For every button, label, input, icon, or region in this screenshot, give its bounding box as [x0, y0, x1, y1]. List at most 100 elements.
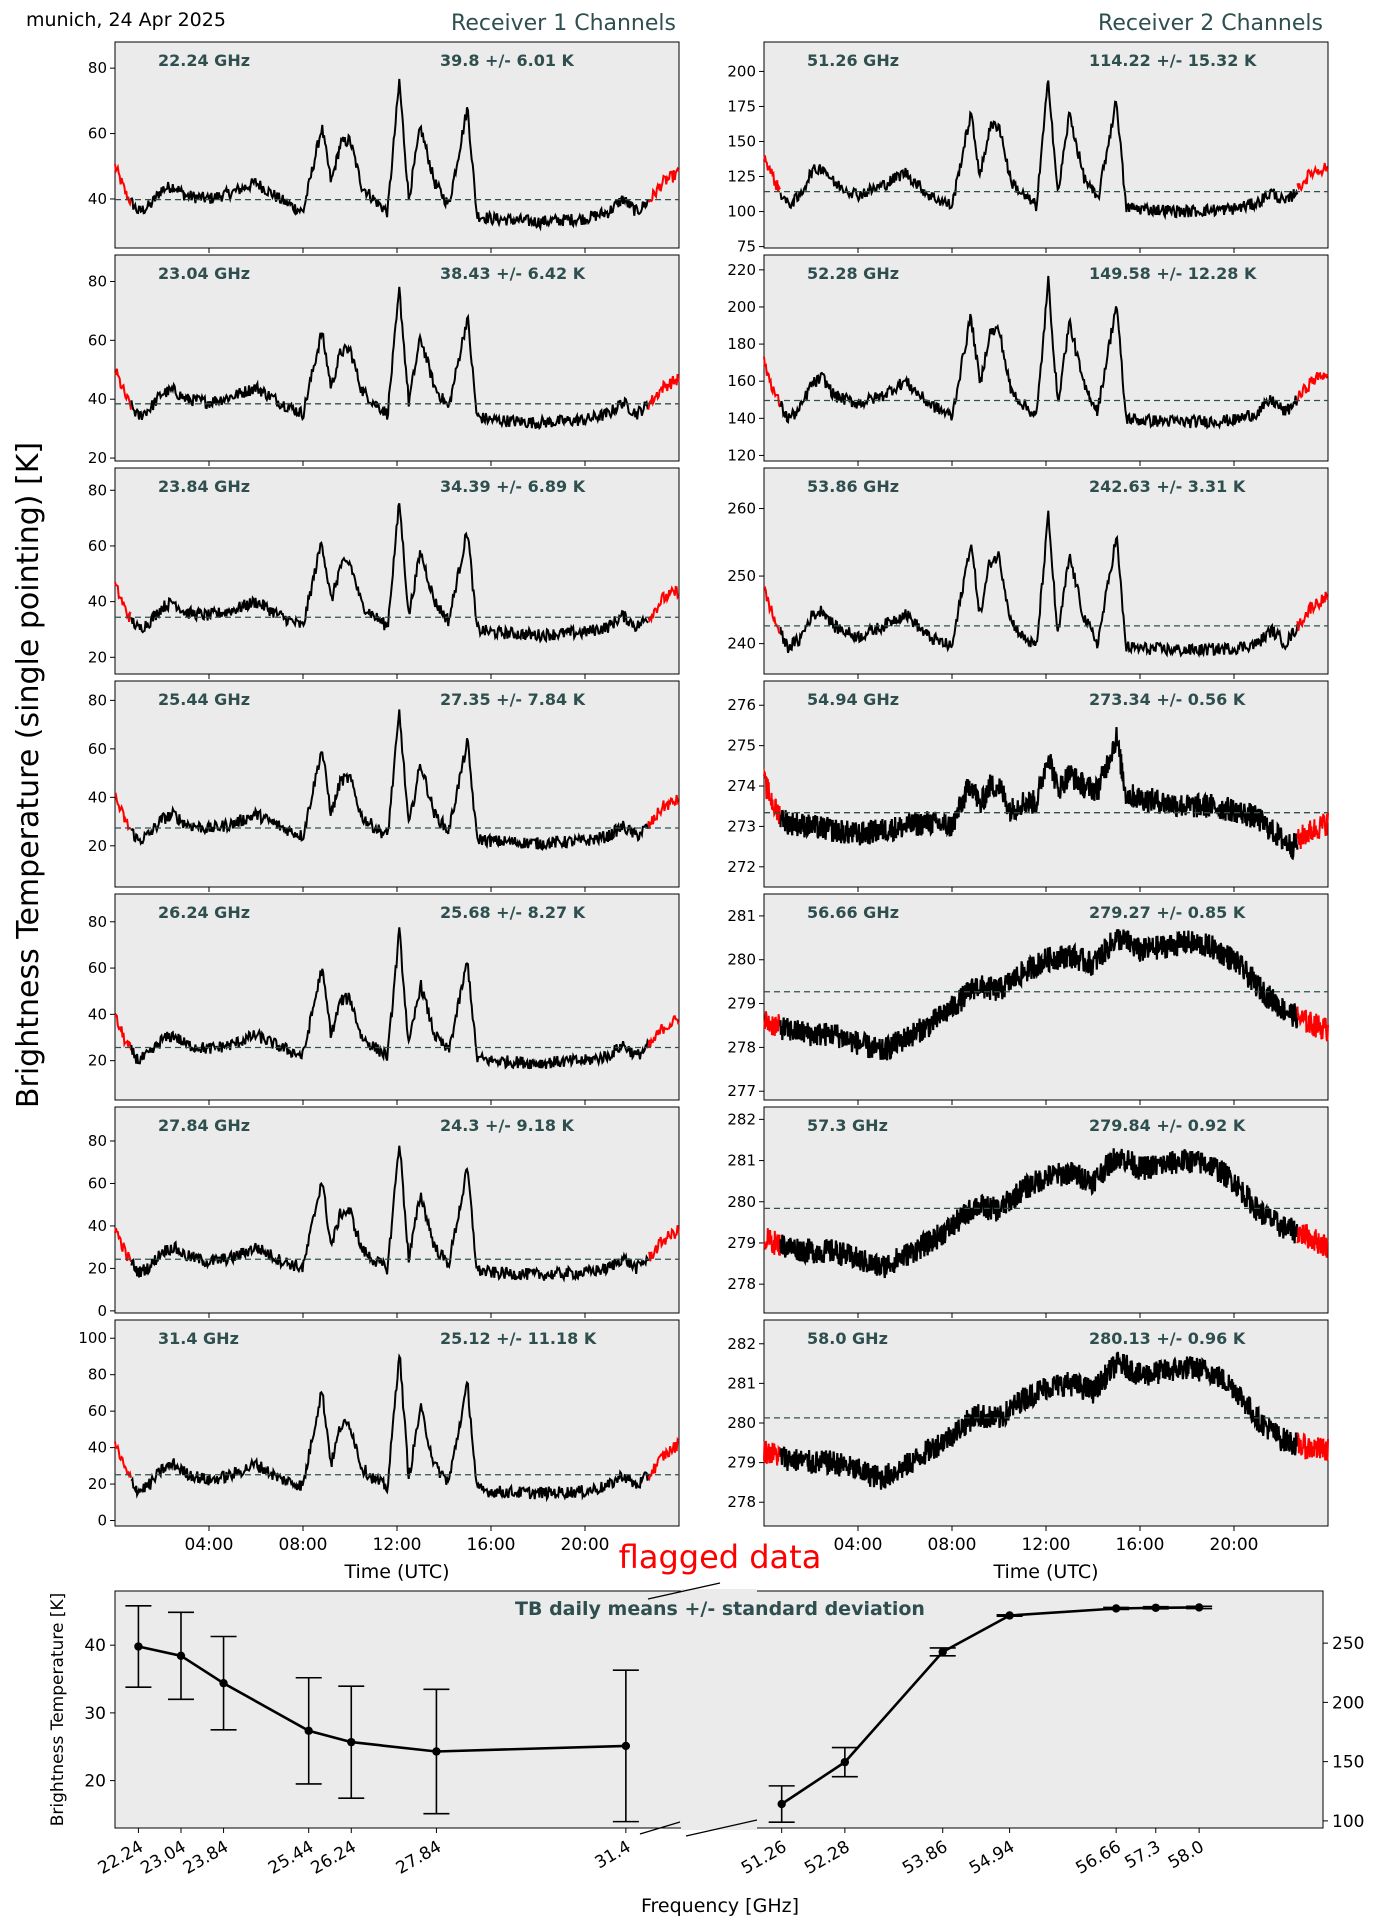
time-tick-label: 16:00 [1116, 1535, 1165, 1555]
mean-std-label: 279.27 +/- 0.85 K [1089, 903, 1246, 922]
y-tick-label: 20 [88, 1052, 107, 1070]
flagged-series-end [1296, 1006, 1329, 1042]
frequency-label: 56.66 GHz [807, 903, 899, 922]
y-tick-label: 250 [727, 567, 756, 585]
left-frequency-tick-label: 26.24 [308, 1837, 360, 1879]
left-frequency-tick-label: 27.84 [393, 1837, 445, 1879]
y-tick-label: 281 [727, 907, 756, 925]
mean-std-label: 27.35 +/- 7.84 K [440, 690, 586, 709]
y-tick-label: 40 [88, 1005, 107, 1023]
right-mean-point [1005, 1611, 1014, 1620]
y-tick-label: 282 [727, 1110, 756, 1128]
flagged-series-start [763, 1440, 781, 1466]
right-mean-point [938, 1647, 947, 1657]
frequency-label: 27.84 GHz [158, 1116, 250, 1135]
mean-std-label: 149.58 +/- 12.28 K [1089, 264, 1257, 283]
y-tick-label: 274 [727, 777, 756, 795]
y-tick-label: 278 [727, 1275, 756, 1293]
panel-background [763, 254, 1329, 462]
good-series [779, 727, 1299, 861]
right-frequency-tick-label: 56.66 [1072, 1837, 1124, 1879]
y-tick-label: 60 [88, 537, 107, 555]
good-series [779, 510, 1299, 659]
receiver1-panel-3: 20 40 60 80 25.44 GHz 27.35 +/- 7.84 K [88, 680, 680, 892]
y-tick-label: 100 [727, 203, 756, 221]
receiver2-panel-0: 75 100 125 150 175 200 51.26 GHz 114.22 +/- 15.… [727, 41, 1329, 256]
left-mean-point [134, 1642, 143, 1651]
y-tick-label: 40 [88, 1217, 107, 1235]
location-date: munich, 24 Apr 2025 [26, 9, 226, 31]
y-tick-label: 220 [727, 261, 756, 279]
y-tick-label: 125 [727, 168, 756, 186]
receiver2-panel-4: 277 278 279 280 281 56.66 GHz 279.27 +/- 0.85 … [727, 893, 1329, 1105]
panel-background [114, 467, 680, 675]
axis-gap [681, 1589, 757, 1830]
y-tick-label: 80 [88, 59, 107, 77]
left-y-tick-label: 30 [84, 1704, 106, 1724]
frequency-label: 23.04 GHz [158, 264, 250, 283]
right-mean-point [777, 1799, 786, 1809]
right-axes-border [757, 1590, 1324, 1829]
right-frequency-tick-label: 52.28 [801, 1837, 853, 1879]
summary-chart: TB daily means +/- standard deviation fla… [48, 1538, 1364, 1917]
mean-std-label: 279.84 +/- 0.92 K [1089, 1116, 1246, 1135]
good-series [130, 1353, 650, 1503]
y-tick-label: 20 [88, 1475, 107, 1493]
y-tick-label: 279 [727, 1454, 756, 1472]
receiver1-panel-1: 20 40 60 80 23.04 GHz 38.43 +/- 6.42 K [88, 254, 680, 467]
flagged-series-end [1296, 1224, 1329, 1258]
flagged-series-end [647, 373, 680, 410]
right-y-tick-label: 100 [1332, 1812, 1364, 1832]
y-tick-label: 40 [88, 1439, 107, 1457]
y-tick-label: 180 [727, 335, 756, 353]
y-tick-label: 0 [97, 1512, 107, 1530]
y-tick-label: 0 [97, 1302, 107, 1320]
summary-title: TB daily means +/- standard deviation [515, 1598, 925, 1620]
panel-background [763, 1106, 1329, 1314]
flagged-series-start [114, 163, 132, 207]
y-tick-label: 80 [88, 913, 107, 931]
y-tick-label: 75 [737, 238, 756, 256]
y-tick-label: 200 [727, 298, 756, 316]
axis-break-top-left [647, 1582, 721, 1600]
flagged-series-end [647, 794, 680, 829]
y-tick-label: 60 [88, 1402, 107, 1420]
frequency-label: 26.24 GHz [158, 903, 250, 922]
flagged-series-end [647, 1436, 680, 1482]
receiver2-title: Receiver 2 Channels [1098, 11, 1323, 36]
receiver1-panel-5: 0 20 40 60 80 27.84 GHz 24.3 +/- 9.18 K [88, 1106, 680, 1320]
good-series [130, 502, 649, 644]
y-tick-label: 80 [88, 1366, 107, 1384]
time-tick-label: 08:00 [279, 1535, 328, 1555]
flagged-series-start [114, 1441, 132, 1479]
flagged-series-end [1296, 591, 1329, 631]
axis-break-bottom-left [639, 1821, 681, 1835]
flagged-series-start [763, 155, 781, 193]
y-tick-label: 60 [88, 1174, 107, 1192]
common-y-axis-label: Brightness Temperature (single pointing)… [11, 442, 46, 1108]
panel-background [114, 1106, 680, 1314]
time-tick-label: 08:00 [928, 1535, 977, 1555]
y-tick-label: 280 [727, 951, 756, 969]
left-mean-point [621, 1741, 631, 1751]
y-tick-label: 279 [727, 1234, 756, 1252]
frequency-label: 58.0 GHz [807, 1329, 888, 1348]
y-tick-label: 20 [88, 837, 107, 855]
y-tick-label: 20 [88, 1259, 107, 1277]
y-tick-label: 60 [88, 125, 107, 143]
y-tick-label: 140 [727, 409, 756, 427]
frequency-label: 52.28 GHz [807, 264, 899, 283]
y-tick-label: 40 [88, 390, 107, 408]
left-frequency-tick-label: 31.4 [592, 1837, 635, 1873]
y-tick-label: 280 [727, 1193, 756, 1211]
panel-background [114, 893, 680, 1101]
right-frequency-tick-label: 57.3 [1121, 1837, 1164, 1873]
frequency-axis-label: Frequency [GHz] [641, 1895, 799, 1917]
y-tick-label: 20 [88, 648, 107, 666]
left-axes-border [114, 1590, 681, 1829]
flagged-series-start [763, 356, 781, 408]
receiver2-panel-6: 278 279 280 281 282 04:00 08:00 12:00 16:00 20:00… [727, 1319, 1329, 1555]
panel-background [114, 1319, 680, 1527]
y-tick-label: 80 [88, 1132, 107, 1150]
mean-std-label: 273.34 +/- 0.56 K [1089, 690, 1246, 709]
